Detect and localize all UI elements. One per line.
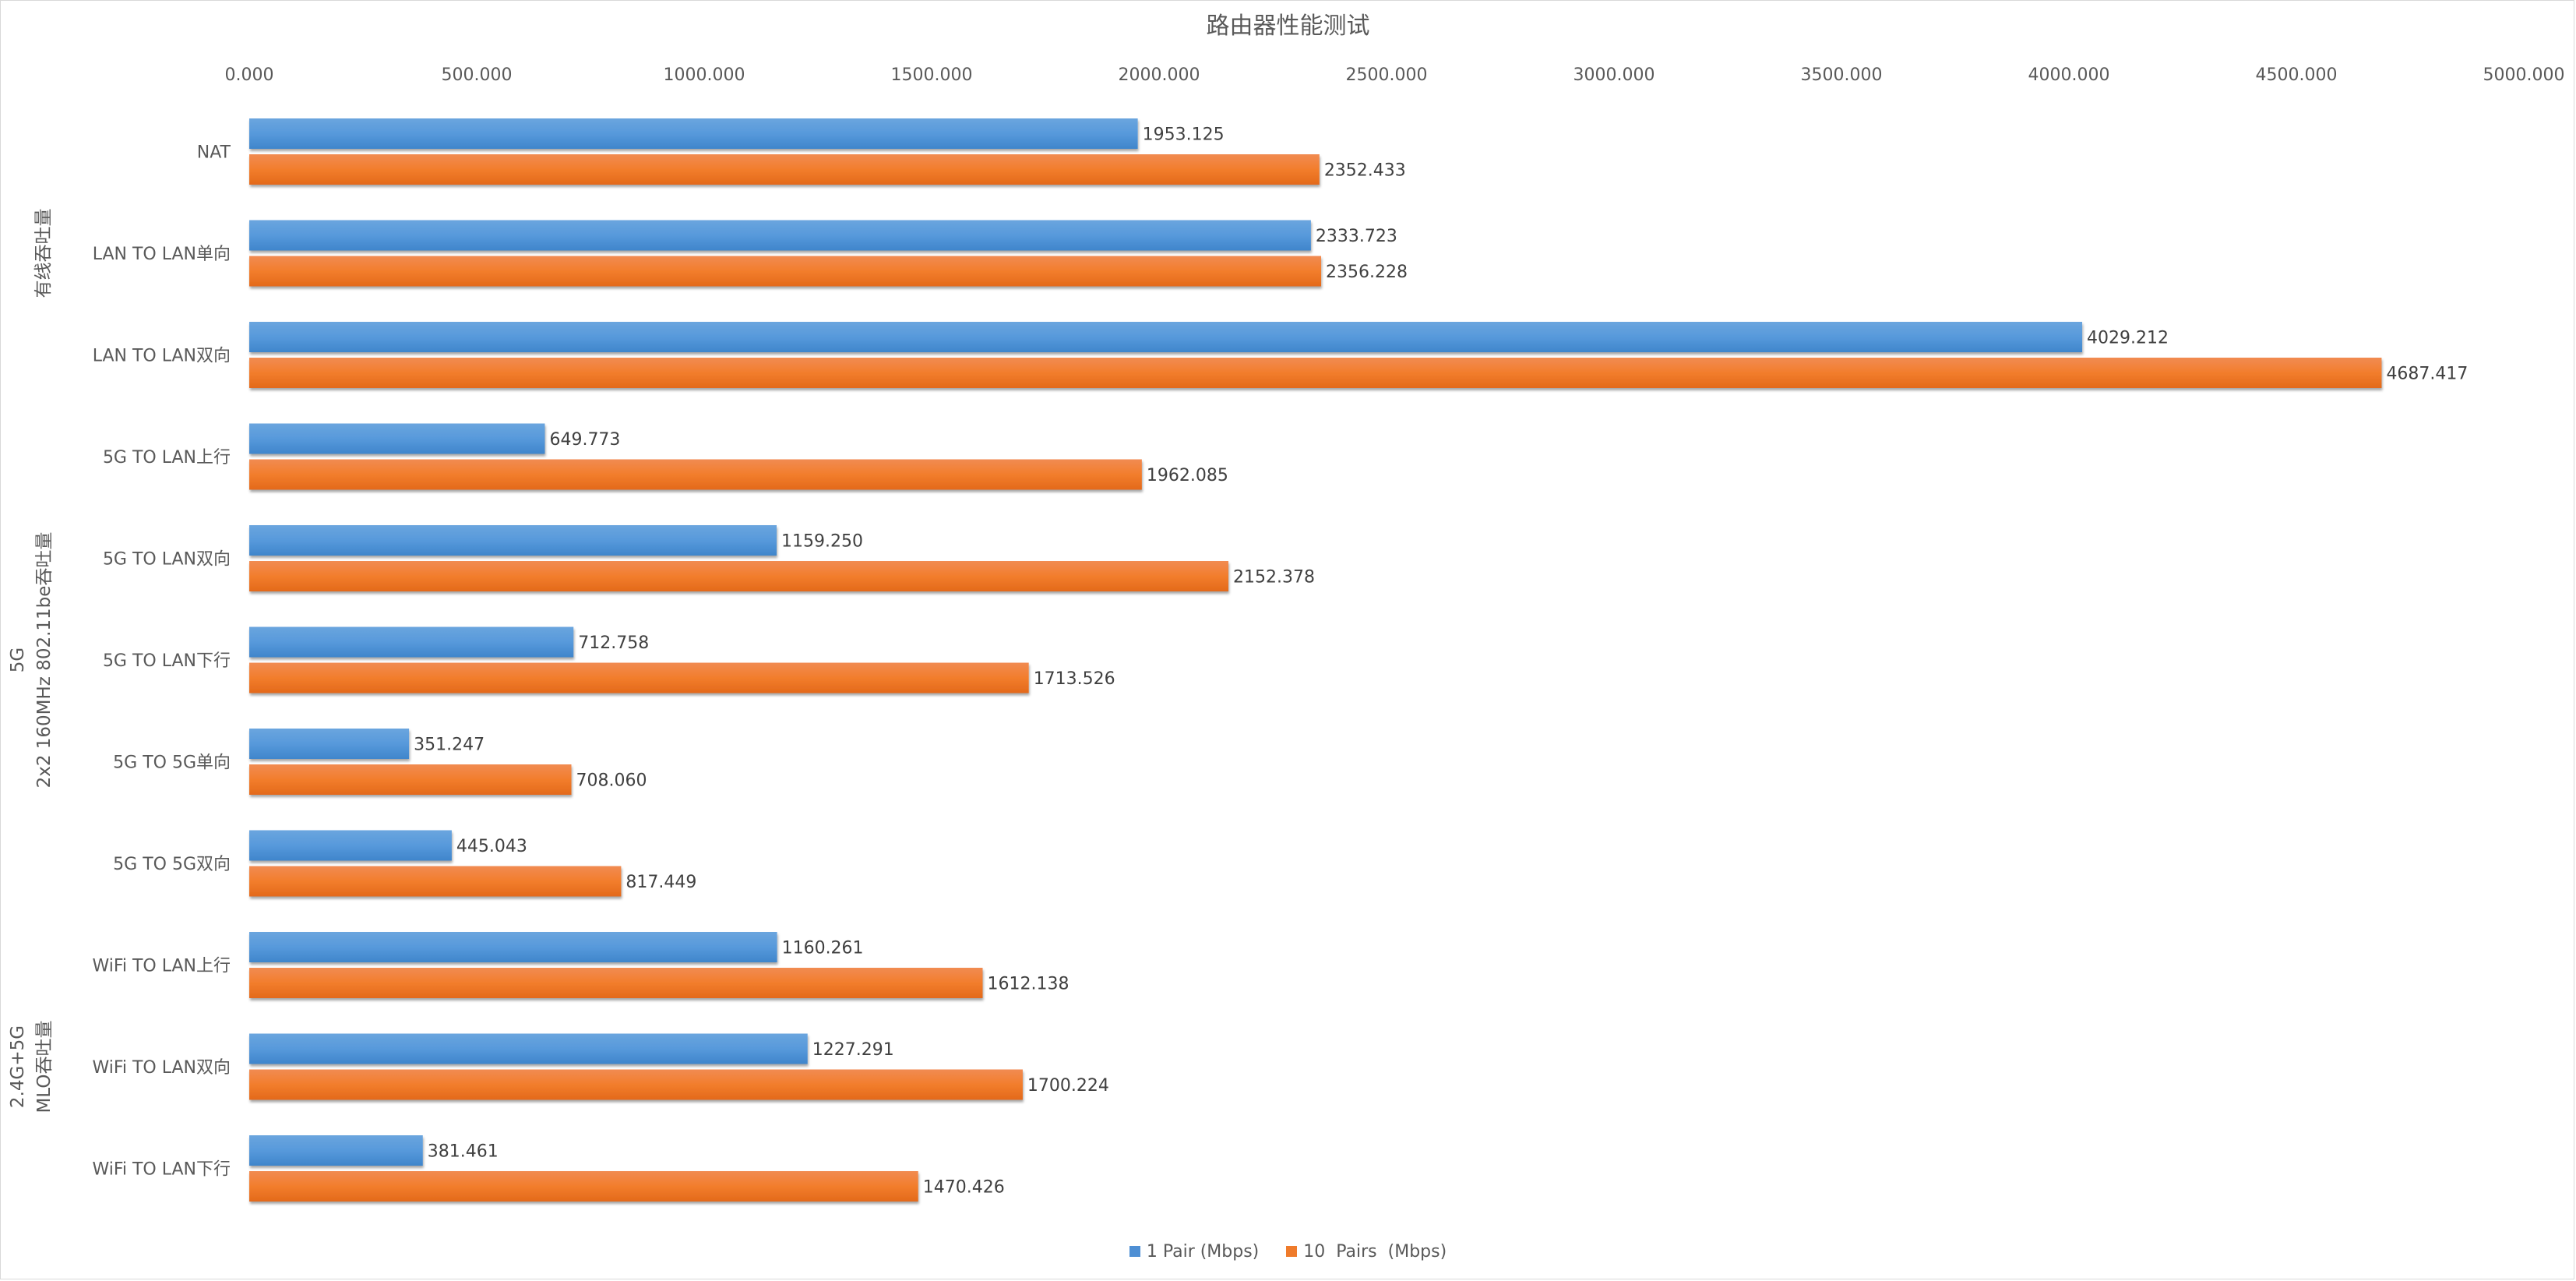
group-label: 2x2 160MHz 802.11be吞吐量 bbox=[34, 532, 55, 789]
bars bbox=[249, 118, 2382, 1202]
bar-10-pairs[interactable] bbox=[249, 764, 572, 795]
data-label: 708.060 bbox=[576, 771, 647, 791]
category-label: LAN TO LAN单向 bbox=[93, 245, 231, 264]
data-label: 1227.291 bbox=[812, 1040, 894, 1060]
data-label: 1953.125 bbox=[1143, 125, 1225, 145]
group-label: MLO吞吐量 bbox=[34, 1021, 55, 1113]
bar-10-pairs[interactable] bbox=[249, 459, 1142, 490]
data-label: 381.461 bbox=[428, 1142, 499, 1162]
data-label: 4687.417 bbox=[2386, 365, 2468, 384]
bar-1-pair[interactable] bbox=[249, 1135, 423, 1166]
data-label: 1713.526 bbox=[1034, 669, 1115, 689]
category-label: 5G TO LAN下行 bbox=[103, 651, 231, 671]
chart-title: 路由器性能测试 bbox=[1206, 12, 1370, 40]
bar-10-pairs[interactable] bbox=[249, 866, 622, 897]
bar-1-pair[interactable] bbox=[249, 423, 545, 454]
data-label: 817.449 bbox=[625, 873, 696, 892]
group-label: 有线吞吐量 bbox=[33, 209, 54, 298]
category-label: 5G TO 5G单向 bbox=[113, 753, 231, 773]
group-labels: 有线吞吐量 5G 2x2 160MHz 802.11be吞吐量 2.4G+5G MLO吞… bbox=[8, 209, 55, 1113]
legend-label: 10 Pairs (Mbps) bbox=[1303, 1242, 1447, 1262]
x-tick-label: 2000.000 bbox=[1119, 65, 1200, 85]
data-labels: 1953.125 2352.433 2333.723 2356.228 4029.212… bbox=[414, 125, 2468, 1198]
data-label: 351.247 bbox=[414, 736, 485, 755]
x-tick-label: 3000.000 bbox=[1573, 65, 1655, 85]
legend-label: 1 Pair (Mbps) bbox=[1146, 1242, 1260, 1262]
category-label: NAT bbox=[197, 143, 231, 163]
legend: 1 Pair (Mbps) 10 Pairs (Mbps) bbox=[0, 1242, 2576, 1262]
data-label: 1159.250 bbox=[781, 532, 863, 552]
category-label: 5G TO LAN上行 bbox=[103, 448, 231, 468]
bar-10-pairs[interactable] bbox=[249, 968, 983, 998]
bar-10-pairs[interactable] bbox=[249, 1069, 1023, 1100]
legend-item-10-pairs[interactable]: 10 Pairs (Mbps) bbox=[1286, 1242, 1447, 1262]
x-tick-label: 4500.000 bbox=[2256, 65, 2338, 85]
bar-10-pairs[interactable] bbox=[249, 561, 1228, 591]
legend-swatch-orange bbox=[1286, 1246, 1298, 1257]
x-axis-ticks: 0.000 500.000 1000.000 1500.000 2000.000 2500… bbox=[225, 65, 2565, 85]
bar-10-pairs[interactable] bbox=[249, 358, 2382, 388]
x-tick-label: 500.000 bbox=[442, 65, 513, 85]
x-tick-label: 3500.000 bbox=[1801, 65, 1883, 85]
bar-1-pair[interactable] bbox=[249, 932, 777, 962]
data-label: 712.758 bbox=[578, 633, 649, 653]
data-label: 2352.433 bbox=[1324, 161, 1406, 181]
data-label: 1470.426 bbox=[923, 1178, 1005, 1198]
legend-swatch-blue bbox=[1129, 1246, 1140, 1257]
category-labels: NAT LAN TO LAN单向 LAN TO LAN双向 5G TO LAN上行 5G… bbox=[92, 143, 231, 1180]
bar-1-pair[interactable] bbox=[249, 322, 2083, 352]
category-label: LAN TO LAN双向 bbox=[93, 347, 231, 366]
x-tick-label: 0.000 bbox=[225, 65, 274, 85]
data-label: 1700.224 bbox=[1027, 1076, 1109, 1096]
x-tick-label: 4000.000 bbox=[2028, 65, 2110, 85]
data-label: 649.773 bbox=[549, 430, 620, 450]
bar-1-pair[interactable] bbox=[249, 525, 777, 556]
data-label: 4029.212 bbox=[2087, 329, 2169, 348]
x-tick-label: 1000.000 bbox=[664, 65, 745, 85]
data-label: 2333.723 bbox=[1316, 227, 1397, 246]
x-tick-label: 5000.000 bbox=[2483, 65, 2565, 85]
data-label: 1612.138 bbox=[987, 975, 1069, 994]
bar-10-pairs[interactable] bbox=[249, 1171, 918, 1202]
group-label: 5G bbox=[8, 648, 28, 672]
group-label: 2.4G+5G bbox=[8, 1025, 28, 1108]
data-label: 1160.261 bbox=[782, 939, 864, 958]
data-label: 1962.085 bbox=[1147, 466, 1228, 485]
bar-1-pair[interactable] bbox=[249, 626, 574, 658]
bar-1-pair[interactable] bbox=[249, 118, 1138, 149]
x-tick-label: 1500.000 bbox=[891, 65, 973, 85]
x-tick-label: 2500.000 bbox=[1346, 65, 1428, 85]
category-label: 5G TO LAN双向 bbox=[103, 550, 231, 570]
bar-10-pairs[interactable] bbox=[249, 154, 1320, 185]
bar-10-pairs[interactable] bbox=[249, 256, 1322, 287]
bar-1-pair[interactable] bbox=[249, 1033, 808, 1064]
data-label: 445.043 bbox=[456, 837, 527, 856]
data-label: 2356.228 bbox=[1326, 263, 1408, 282]
category-label: WiFi TO LAN双向 bbox=[92, 1058, 231, 1078]
category-label: WiFi TO LAN下行 bbox=[92, 1160, 231, 1180]
data-label: 2152.378 bbox=[1233, 568, 1315, 588]
bar-1-pair[interactable] bbox=[249, 729, 410, 759]
bar-1-pair[interactable] bbox=[249, 830, 452, 861]
category-label: WiFi TO LAN上行 bbox=[92, 957, 231, 976]
bar-10-pairs[interactable] bbox=[249, 662, 1029, 693]
legend-item-1-pair[interactable]: 1 Pair (Mbps) bbox=[1129, 1242, 1259, 1262]
bar-1-pair[interactable] bbox=[249, 220, 1311, 251]
category-label: 5G TO 5G双向 bbox=[113, 855, 231, 874]
